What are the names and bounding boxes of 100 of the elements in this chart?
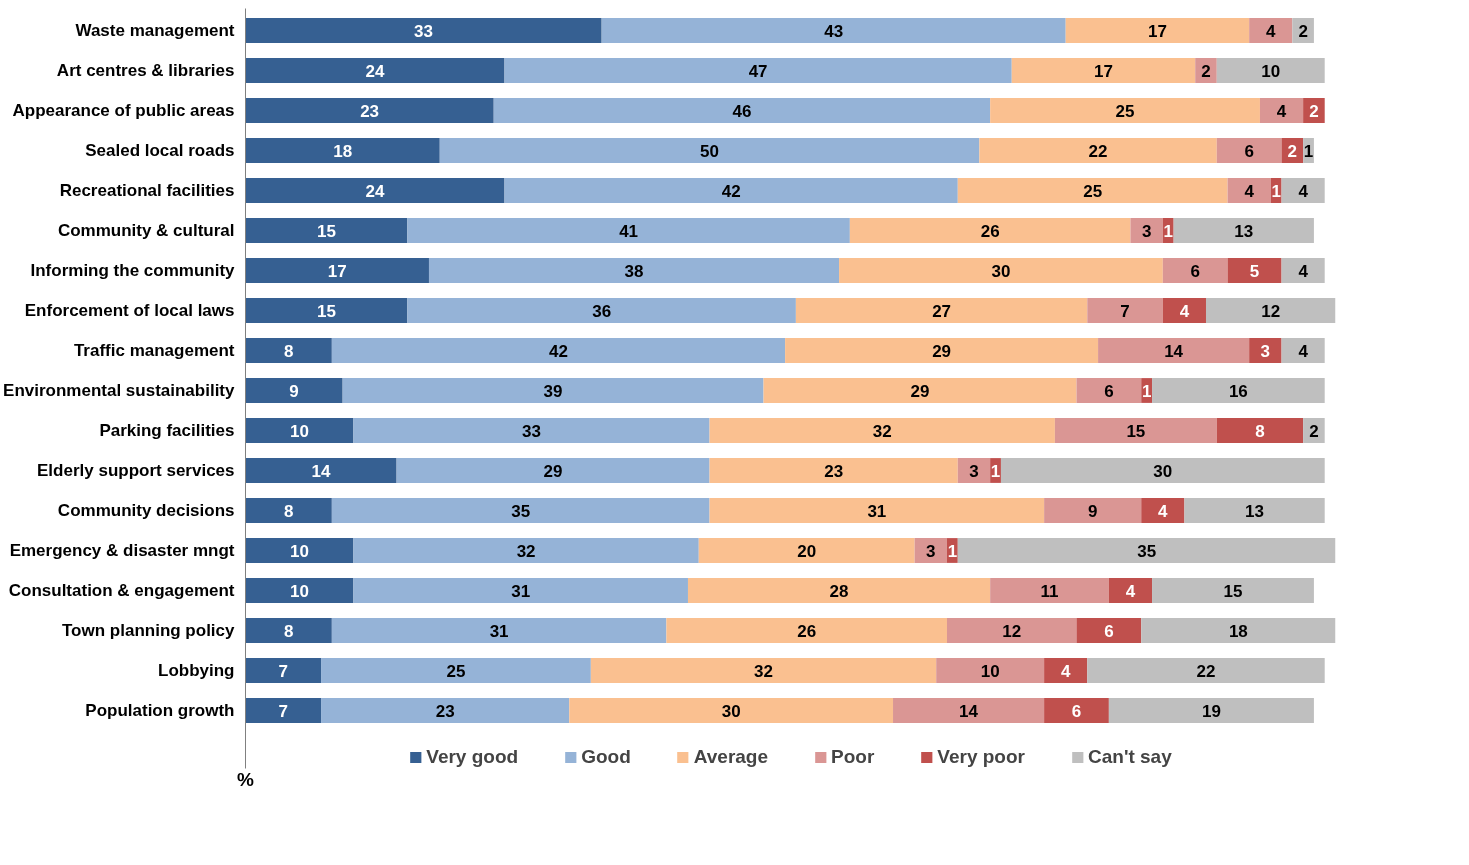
bar: [342, 378, 764, 403]
bar: [590, 658, 937, 683]
y-tick-label: Waste management: [75, 21, 235, 40]
bar: [709, 418, 1055, 443]
bar: [795, 298, 1088, 323]
data-label: 35: [1137, 541, 1157, 561]
data-label: 38: [624, 261, 644, 281]
bar: [245, 218, 408, 243]
bar: [990, 578, 1109, 603]
data-label: 14: [959, 701, 979, 721]
bar: [353, 578, 688, 603]
bar: [666, 618, 947, 643]
data-label: 19: [1201, 701, 1221, 721]
bar: [569, 698, 894, 723]
bar: [245, 418, 354, 443]
bar: [245, 338, 332, 363]
data-label: 18: [1228, 621, 1248, 641]
bar: [1281, 338, 1325, 363]
bar: [687, 578, 991, 603]
data-label: 23: [824, 461, 844, 481]
bar: [407, 298, 796, 323]
data-label: 39: [543, 381, 563, 401]
data-label: 14: [311, 461, 332, 481]
bar: [245, 178, 505, 203]
bar: [245, 18, 602, 43]
bar: [353, 418, 710, 443]
bar: [1152, 378, 1325, 403]
bar: [331, 498, 710, 523]
data-label: 8: [1255, 421, 1265, 441]
bar: [1108, 698, 1314, 723]
bar: [1281, 178, 1325, 203]
data-label: 4: [1125, 581, 1136, 601]
bar: [601, 18, 1066, 43]
bar: [709, 498, 1045, 523]
bar: [1098, 338, 1250, 363]
y-tick-label: Consultation & engagement: [8, 581, 235, 600]
y-tick-label: Sealed local roads: [85, 141, 235, 160]
data-label: 13: [1245, 501, 1265, 521]
bar: [893, 698, 1045, 723]
data-label: 8: [283, 341, 294, 361]
data-label: 26: [980, 221, 1000, 241]
bar: [245, 258, 429, 283]
data-label: 2: [1201, 61, 1211, 81]
data-label: 2: [1287, 141, 1298, 161]
data-label: 29: [910, 381, 930, 401]
data-label: 15: [1223, 581, 1243, 601]
data-label: 36: [592, 301, 612, 321]
bar: [1227, 178, 1271, 203]
data-label: 24: [365, 181, 385, 201]
data-label: 30: [991, 261, 1011, 281]
data-label: 14: [1164, 341, 1184, 361]
bar: [1065, 18, 1250, 43]
bar: [1205, 298, 1336, 323]
bar: [504, 178, 958, 203]
data-label: 31: [511, 581, 531, 601]
bar: [1292, 18, 1314, 43]
data-label: 42: [549, 341, 568, 361]
y-tick-label: Environmental sustainability: [3, 381, 236, 400]
legend-label: Average: [693, 746, 769, 768]
data-label: 6: [1104, 381, 1114, 401]
bar: [321, 658, 591, 683]
data-label: 1: [947, 541, 958, 561]
bar: [1249, 18, 1293, 43]
bar: [245, 698, 322, 723]
bar: [1000, 458, 1325, 483]
data-label: 22: [1088, 141, 1108, 161]
bar: [353, 538, 699, 563]
y-tick-label: Community decisions: [57, 501, 235, 520]
data-label: 46: [732, 101, 752, 121]
data-label: 17: [1147, 21, 1167, 41]
data-label: 2: [1309, 421, 1319, 441]
bar: [245, 498, 332, 523]
bar: [849, 218, 1131, 243]
y-tick-label: Emergency & disaster mngt: [9, 541, 235, 560]
data-label: 16: [1228, 381, 1248, 401]
data-label: 23: [360, 101, 380, 121]
bar: [245, 98, 494, 123]
data-label: 3: [926, 541, 936, 561]
data-label: 13: [1234, 221, 1254, 241]
bar: [936, 658, 1045, 683]
legend-label: Good: [581, 746, 631, 768]
bar: [1216, 418, 1304, 443]
data-label: 47: [748, 61, 768, 81]
bar: [1130, 218, 1163, 243]
bar: [1044, 658, 1088, 683]
data-label: 12: [1002, 621, 1022, 641]
data-label: 6: [1104, 621, 1114, 641]
y-tick-label: Traffic management: [73, 341, 235, 360]
data-label: 1: [1271, 181, 1281, 201]
data-label: 4: [1060, 661, 1071, 681]
data-label: 25: [1083, 181, 1103, 201]
bar: [245, 378, 343, 403]
data-label: 10: [290, 421, 309, 441]
bar: [331, 338, 786, 363]
data-label: 4: [1298, 181, 1309, 201]
data-label: 15: [316, 221, 336, 241]
data-label: 12: [1261, 301, 1281, 321]
bar: [245, 458, 397, 483]
data-label: 4: [1158, 501, 1169, 521]
data-label: 8: [283, 501, 294, 521]
